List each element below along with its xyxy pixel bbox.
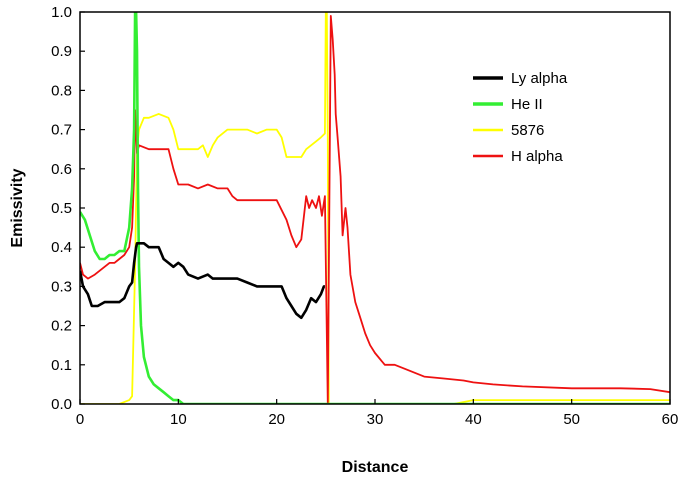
y-tick-label: 0.0 [51,396,72,413]
series-line-h-alpha [80,14,670,404]
x-tick-label: 10 [170,411,187,428]
series-line-5876 [80,12,670,404]
y-tick-label: 0.3 [51,278,72,295]
y-tick-label: 0.9 [51,43,72,60]
legend: Ly alpha He II 5876 H alpha [473,70,568,165]
x-tick-label: 30 [367,411,384,428]
y-axis-title: Emissivity [9,168,26,247]
x-axis-title: Distance [342,459,409,476]
y-tick-label: 0.7 [51,122,72,139]
series-line-ly-alpha [80,242,326,320]
legend-label: He II [511,96,543,113]
x-tick-label: 60 [662,411,679,428]
tick-layer: 0 10 20 30 40 50 60 0.0 0.1 0.2 0.3 0.4 0.5 0.6 0.7 0.8… [51,4,678,428]
x-tick-label: 20 [268,411,285,428]
x-tick-label: 40 [465,411,482,428]
y-tick-label: 0.2 [51,318,72,335]
plot-area [80,12,670,404]
series-layer [80,12,670,404]
y-tick-label: 0.1 [51,357,72,374]
legend-label: 5876 [511,122,544,139]
y-tick-label: 0.5 [51,200,72,217]
x-tick-label: 50 [563,411,580,428]
legend-label: Ly alpha [511,70,568,87]
legend-label: H alpha [511,148,563,165]
series-line-he-ii [80,12,670,404]
y-tick-label: 0.8 [51,82,72,99]
y-tick-label: 0.6 [51,161,72,178]
y-tick-label: 0.4 [51,239,72,256]
x-tick-label: 0 [76,411,84,428]
y-tick-label: 1.0 [51,4,72,21]
